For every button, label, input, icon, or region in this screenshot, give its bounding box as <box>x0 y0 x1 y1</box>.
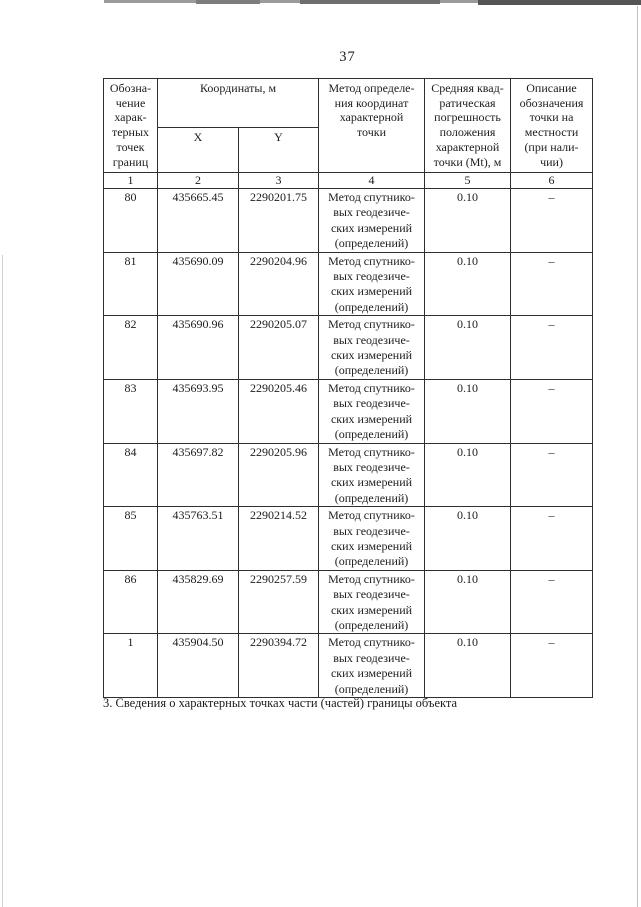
point-id: 84 <box>103 442 158 508</box>
coord-y: 2290205.96 <box>238 442 319 508</box>
scan-edge-top-dark <box>196 0 260 4</box>
description-cell: – <box>510 506 593 571</box>
mse-value: 0.10 <box>424 251 511 317</box>
table-row: 83 435693.95 2290205.46 Метод спутнико- … <box>103 378 593 444</box>
table-row: 80 435665.45 2290201.75 Метод спутнико- … <box>103 188 593 253</box>
coord-y: 2290394.72 <box>238 633 319 698</box>
coord-x: 435904.50 <box>157 633 239 698</box>
coord-y: 2290204.96 <box>238 251 319 317</box>
description-cell: – <box>510 378 593 444</box>
coord-x: 435693.95 <box>157 378 239 444</box>
description-cell: – <box>510 569 593 635</box>
point-id: 85 <box>103 506 158 571</box>
description-cell: – <box>510 188 593 253</box>
column-number: 6 <box>510 172 593 189</box>
column-number: 1 <box>103 172 158 189</box>
table-row: 85 435763.51 2290214.52 Метод спутнико- … <box>103 506 593 571</box>
characteristic-points-table: Обозна- чение харак- терных точек границ… <box>103 78 593 698</box>
column-number: 4 <box>318 172 425 189</box>
coord-x: 435763.51 <box>157 506 239 571</box>
mse-value: 0.10 <box>424 633 511 698</box>
table-row: 82 435690.96 2290205.07 Метод спутнико- … <box>103 315 593 380</box>
table-row: 84 435697.82 2290205.96 Метод спутнико- … <box>103 442 593 508</box>
point-id: 86 <box>103 569 158 635</box>
mse-value: 0.10 <box>424 506 511 571</box>
column-number: 5 <box>424 172 511 189</box>
header-method: Метод определе- ния координат характерно… <box>318 78 425 173</box>
point-id: 83 <box>103 378 158 444</box>
coord-y: 2290205.46 <box>238 378 319 444</box>
method-cell: Метод спутнико- вых геодезиче- ских изме… <box>318 188 425 253</box>
scan-edge-top-dark <box>300 0 440 4</box>
point-id: 1 <box>103 633 158 698</box>
point-id: 80 <box>103 188 158 253</box>
mse-value: 0.10 <box>424 442 511 508</box>
column-number: 3 <box>238 172 319 189</box>
coord-x: 435829.69 <box>157 569 239 635</box>
method-cell: Метод спутнико- вых геодезиче- ских изме… <box>318 506 425 571</box>
header-y: Y <box>238 127 319 173</box>
description-cell: – <box>510 633 593 698</box>
scan-edge-top-dark <box>478 0 641 5</box>
method-cell: Метод спутнико- вых геодезиче- ских изме… <box>318 251 425 317</box>
coord-y: 2290205.07 <box>238 315 319 380</box>
coord-x: 435690.96 <box>157 315 239 380</box>
point-id: 82 <box>103 315 158 380</box>
point-id: 81 <box>103 251 158 317</box>
mse-value: 0.10 <box>424 569 511 635</box>
method-cell: Метод спутнико- вых геодезиче- ских изме… <box>318 315 425 380</box>
method-cell: Метод спутнико- вых геодезиче- ских изме… <box>318 378 425 444</box>
header-point-designation: Обозна- чение харак- терных точек границ <box>103 78 158 173</box>
description-cell: – <box>510 442 593 508</box>
coord-y: 2290214.52 <box>238 506 319 571</box>
scan-edge-right <box>637 6 638 907</box>
method-cell: Метод спутнико- вых геодезиче- ских изме… <box>318 569 425 635</box>
header-coordinates: Координаты, м <box>157 78 319 128</box>
table-row: 1 435904.50 2290394.72 Метод спутнико- в… <box>103 633 593 698</box>
column-number: 2 <box>157 172 239 189</box>
column-number-row: 1 2 3 4 5 6 <box>103 172 593 189</box>
table-row: 81 435690.09 2290204.96 Метод спутнико- … <box>103 251 593 317</box>
header-description: Описание обозначения точки на местности … <box>510 78 593 173</box>
page-number: 37 <box>339 49 356 65</box>
coord-x: 435665.45 <box>157 188 239 253</box>
coord-x: 435690.09 <box>157 251 239 317</box>
header-x: X <box>157 127 239 173</box>
header-mse: Средняя квад- ратическая погрешность пол… <box>424 78 511 173</box>
coord-y: 2290257.59 <box>238 569 319 635</box>
method-cell: Метод спутнико- вых геодезиче- ских изме… <box>318 442 425 508</box>
coord-y: 2290201.75 <box>238 188 319 253</box>
mse-value: 0.10 <box>424 315 511 380</box>
scan-edge-left <box>2 255 3 907</box>
description-cell: – <box>510 251 593 317</box>
mse-value: 0.10 <box>424 378 511 444</box>
mse-value: 0.10 <box>424 188 511 253</box>
description-cell: – <box>510 315 593 380</box>
coord-x: 435697.82 <box>157 442 239 508</box>
method-cell: Метод спутнико- вых геодезиче- ских изме… <box>318 633 425 698</box>
table-row: 86 435829.69 2290257.59 Метод спутнико- … <box>103 569 593 635</box>
section-heading: 3. Сведения о характерных точках части (… <box>103 696 458 710</box>
